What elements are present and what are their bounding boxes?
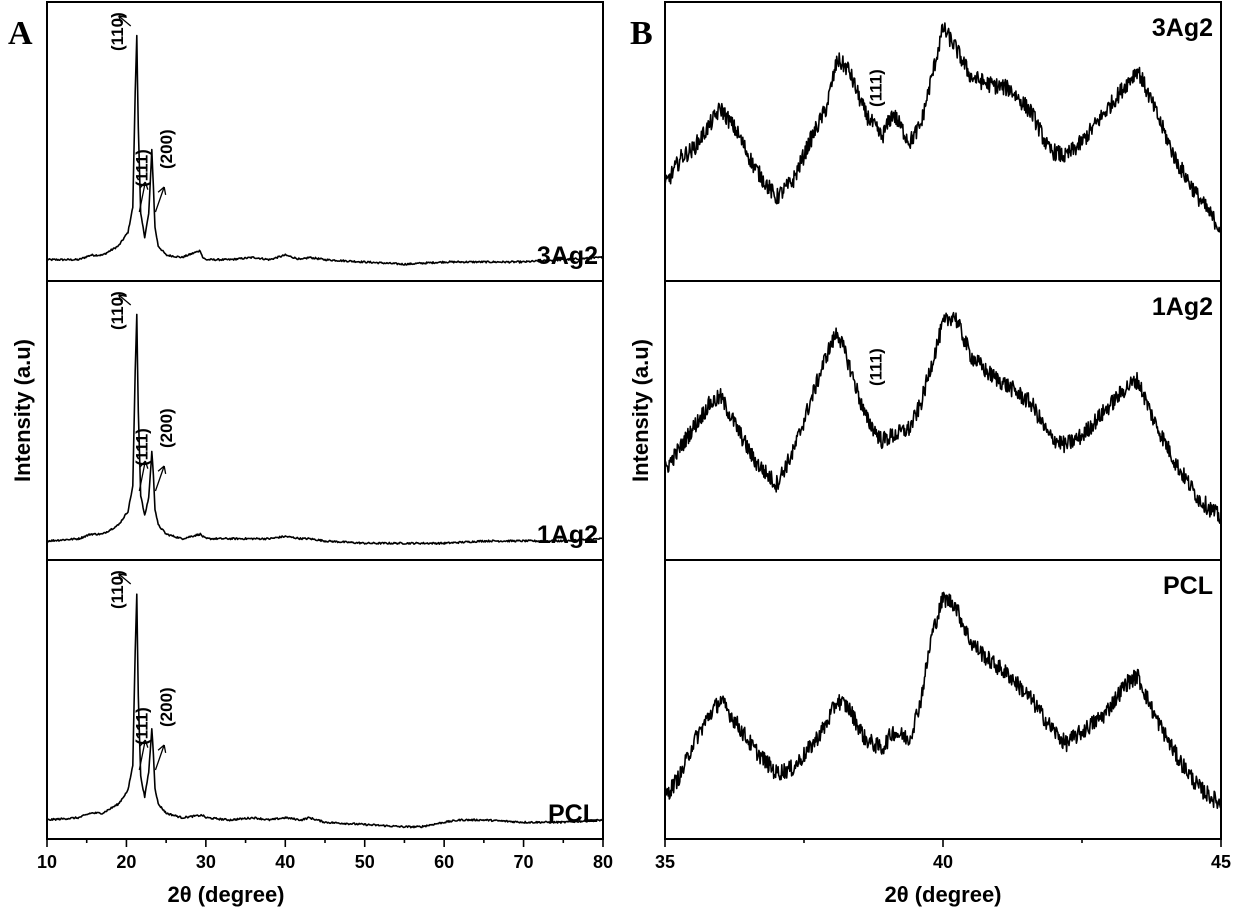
plot-frame (664, 1, 1222, 282)
peak-label: (110) (108, 12, 127, 51)
sample-label: 1Ag2 (1152, 293, 1213, 321)
peak-label: (111) (866, 69, 885, 107)
x-tick-label: 60 (434, 852, 454, 872)
peak-label: (110) (108, 570, 127, 609)
x-tick-label: 35 (655, 852, 675, 872)
peak-label: (111) (132, 707, 151, 745)
plot-frame (46, 559, 604, 840)
peak-arrow (154, 744, 165, 771)
x-tick-label: 40 (933, 852, 953, 872)
peak-arrow (138, 739, 146, 771)
sample-label: PCL (1163, 572, 1213, 600)
xrd-trace-1ag2 (46, 313, 604, 546)
peak-arrow (154, 465, 165, 492)
y-axis-title: Intensity (a.u) (628, 339, 653, 482)
plot-frame (46, 280, 604, 561)
peak-arrow (118, 15, 132, 27)
subpanel-pcl: PCL (110) (111) (200) (46, 559, 604, 840)
xrd-trace-3ag2 (46, 34, 604, 266)
arrow-head (139, 739, 149, 748)
arrow-head (118, 573, 127, 582)
sample-label: 3Ag2 (1152, 14, 1213, 42)
x-tick-label: 30 (196, 852, 216, 872)
peak-arrow (138, 460, 146, 492)
arrow-head (157, 744, 167, 754)
x-tick-label: 70 (514, 852, 534, 872)
arrow-head (118, 15, 127, 24)
subpanel-1ag2: 1Ag2 (110) (111) (200) (46, 280, 604, 561)
x-tick-label: 40 (275, 852, 295, 872)
x-tick-label: 10 (37, 852, 57, 872)
peak-label: (111) (132, 428, 151, 466)
peak-label: (111) (132, 149, 151, 187)
xrd-trace-1ag2 (664, 311, 1222, 525)
arrow-head (139, 181, 149, 190)
x-axis-title: 2θ (degree) (167, 882, 284, 907)
x-tick-label: 20 (116, 852, 136, 872)
sample-label: 1Ag2 (537, 521, 598, 549)
subpanel-1ag2: 1Ag2 (111) (664, 280, 1222, 561)
peak-label: (111) (866, 348, 885, 386)
arrow-head (157, 465, 167, 475)
peak-label: (200) (157, 129, 176, 169)
subpanel-pcl: PCL (664, 559, 1222, 840)
subpanel-3ag2: 3Ag2 (110) (111) (200) (46, 1, 604, 282)
panel-b: B 3Ag2 (111) 1Ag2 (111) PCL 35 40 45 2θ (degree) I… (628, 1, 1231, 907)
peak-label: (200) (157, 408, 176, 448)
peak-label: (200) (157, 687, 176, 727)
panel-letter-a: A (8, 15, 33, 52)
peak-arrow (154, 186, 165, 213)
subpanel-3ag2: 3Ag2 (111) (664, 1, 1222, 282)
peak-arrow (118, 294, 132, 306)
panel-letter-b: B (630, 15, 653, 52)
y-axis-title: Intensity (a.u) (10, 339, 35, 482)
sample-label: PCL (548, 800, 598, 828)
sample-label: 3Ag2 (537, 242, 598, 270)
xrd-trace-3ag2 (664, 22, 1222, 233)
x-tick-label: 80 (593, 852, 613, 872)
x-axis-title: 2θ (degree) (884, 882, 1001, 907)
arrow-head (118, 294, 127, 303)
plot-frame (664, 280, 1222, 561)
peak-arrow (118, 573, 132, 585)
plot-frame (46, 1, 604, 282)
arrow-head (157, 186, 167, 196)
xrd-trace-pcl (664, 591, 1222, 810)
x-tick-label: 50 (355, 852, 375, 872)
peak-arrow (138, 181, 146, 213)
xrd-trace-pcl (46, 593, 604, 829)
x-tick-label: 45 (1211, 852, 1231, 872)
arrow-head (139, 460, 149, 469)
peak-label: (110) (108, 291, 127, 330)
